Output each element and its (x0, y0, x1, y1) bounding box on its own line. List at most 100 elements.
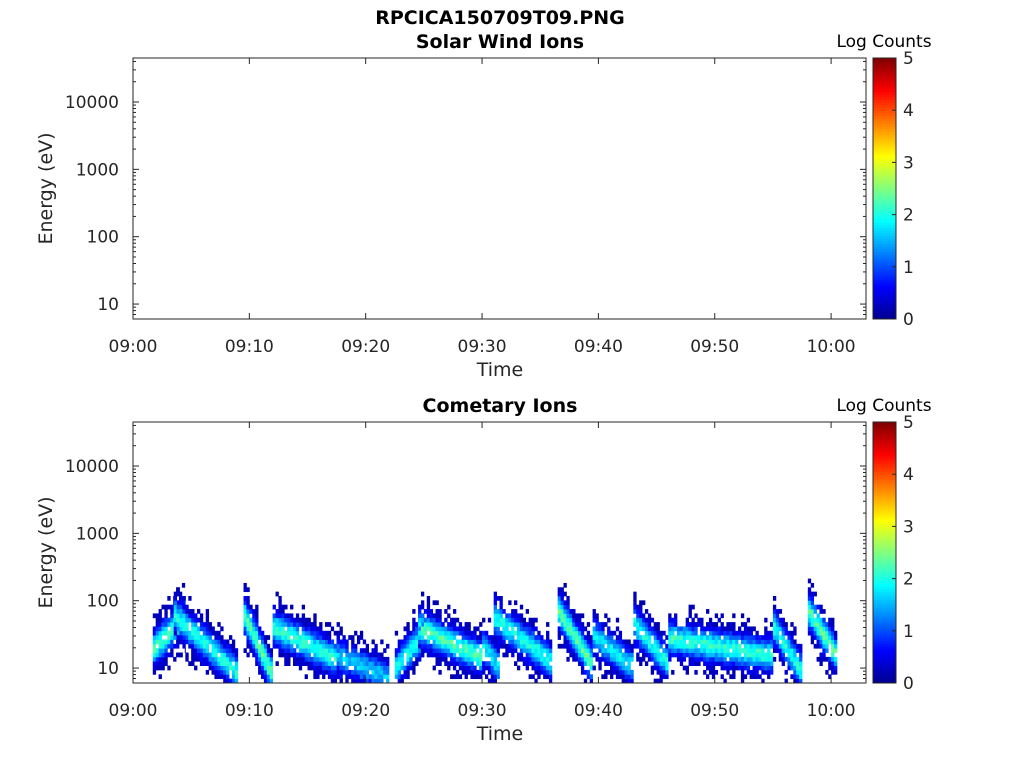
spectrogram-cell (738, 656, 742, 662)
spectrogram-cell (685, 669, 689, 675)
spectrogram-cell (778, 609, 783, 614)
spectrogram-cell (319, 665, 323, 671)
spectrogram-cell (572, 630, 576, 636)
spectrogram-cell (260, 652, 265, 658)
spectrogram-cell (755, 652, 759, 658)
spectrogram-cell (152, 643, 157, 649)
spectrogram-cell (644, 630, 649, 636)
spectrogram-cell (764, 639, 768, 645)
spectrogram-cell (295, 643, 300, 649)
spectrogram-cell (438, 652, 442, 658)
spectrogram-cell (592, 652, 596, 658)
spectrogram-cell (487, 669, 492, 675)
spectrogram-cell (188, 635, 192, 640)
spectrogram-cell (764, 630, 768, 636)
spectrogram-cell (671, 617, 675, 623)
spectrogram-cell (772, 604, 777, 610)
spectrogram-cell (711, 648, 716, 653)
spectrogram-cell (255, 609, 259, 614)
spectrogram-cell (639, 661, 643, 666)
spectrogram-cell (260, 635, 265, 640)
spectrogram-cell (566, 622, 570, 627)
spectrogram-cell (589, 656, 593, 662)
spectrogram-cell (522, 648, 527, 653)
spectrogram-cell (191, 648, 195, 653)
spectrogram-cell (452, 617, 457, 623)
spectrogram-cell (580, 656, 585, 662)
spectrogram-cell (188, 613, 192, 619)
spectrogram-cell (589, 674, 593, 680)
spectrogram-cell (295, 626, 300, 632)
spectrogram-cell (214, 630, 218, 636)
spectrogram-cell (650, 652, 655, 658)
spectrogram-cell (502, 626, 506, 632)
spectrogram-cell (167, 596, 171, 601)
colorbar-segment (873, 209, 896, 213)
spectrogram-cell (519, 617, 524, 623)
spectrogram-cell (711, 674, 716, 680)
spectrogram-cell (185, 613, 189, 619)
spectrogram-cell (778, 622, 783, 627)
spectrogram-cell (810, 609, 815, 614)
spectrogram-cell (514, 643, 518, 649)
spectrogram-cell (458, 622, 463, 627)
spectrogram-cell (627, 669, 631, 675)
spectrogram-cell (330, 661, 335, 666)
spectrogram-cell (295, 613, 300, 619)
spectrogram-cell (290, 617, 294, 623)
colorbar-segment (873, 500, 896, 504)
colorbar-segment (873, 305, 896, 310)
spectrogram-cell (158, 656, 162, 662)
spectrogram-cell (595, 656, 599, 662)
colorbar-segment (873, 128, 896, 132)
spectrogram-cell (816, 656, 820, 662)
spectrogram-cell (258, 656, 262, 662)
spectrogram-cell (438, 609, 442, 614)
spectrogram-cell (327, 661, 332, 666)
spectrogram-cell (676, 630, 681, 636)
spectrogram-cell (386, 669, 390, 675)
spectrogram-cell (537, 643, 541, 649)
spectrogram-cell (260, 656, 265, 662)
spectrogram-cell (444, 639, 448, 645)
spectrogram-cell (290, 643, 294, 649)
spectrogram-cell (819, 643, 823, 649)
spectrogram-cell (292, 635, 297, 640)
spectrogram-cell (720, 626, 724, 632)
spectrogram-cell (158, 648, 162, 653)
spectrogram-cell (179, 609, 183, 614)
spectrogram-cell (307, 626, 311, 632)
spectrogram-cell (621, 643, 625, 649)
spectrogram-cell (316, 648, 320, 653)
spectrogram-cell (740, 678, 745, 684)
spectrogram-cell (543, 648, 547, 653)
spectrogram-cell (319, 656, 323, 662)
spectrogram-cell (738, 665, 742, 671)
spectrogram-cell (537, 674, 541, 680)
spectrogram-cell (278, 609, 282, 614)
colorbar-segment (873, 641, 896, 645)
spectrogram-cell (290, 630, 294, 636)
spectrogram-cell (438, 626, 442, 632)
spectrogram-cell (231, 639, 236, 645)
spectrogram-cell (258, 643, 262, 649)
spectrogram-cell (685, 622, 689, 627)
spectrogram-cell (205, 617, 210, 623)
spectrogram-cell (828, 665, 832, 671)
spectrogram-cell (432, 639, 436, 645)
spectrogram-cell (231, 652, 236, 658)
spectrogram-cell (345, 656, 349, 662)
spectrogram-cell (278, 596, 282, 601)
spectrogram-cell (438, 639, 442, 645)
spectrogram-cell (266, 669, 271, 675)
spectrogram-cell (191, 643, 195, 649)
spectrogram-cell (807, 578, 812, 584)
spectrogram-cell (420, 600, 425, 606)
spectrogram-cell (746, 630, 751, 636)
spectrogram-cell (290, 652, 294, 658)
spectrogram-cell (188, 630, 192, 636)
spectrogram-cell (781, 661, 785, 666)
spectrogram-cell (540, 652, 544, 658)
spectrogram-cell (790, 665, 794, 671)
spectrogram-cell (304, 635, 308, 640)
